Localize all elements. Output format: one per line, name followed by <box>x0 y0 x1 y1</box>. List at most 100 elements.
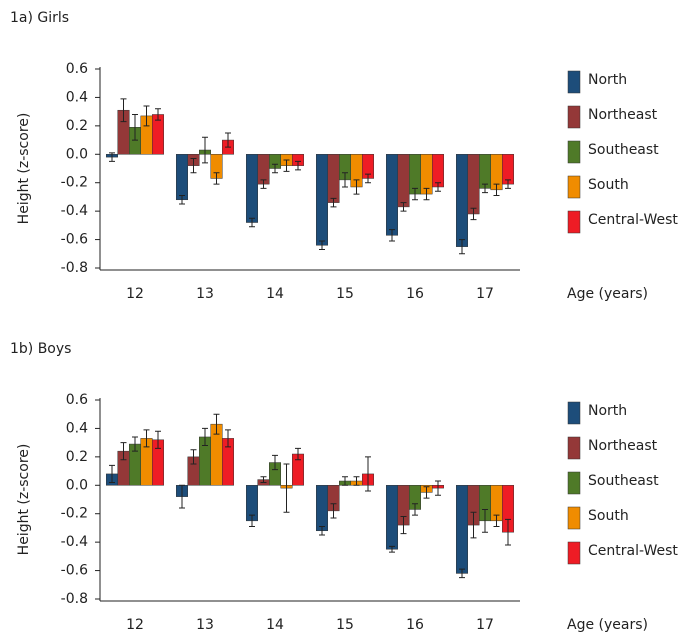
error-bar <box>109 464 115 483</box>
bar <box>479 154 491 189</box>
error-bar <box>459 568 465 579</box>
bar <box>467 154 480 215</box>
x-tick-label: 14 <box>266 617 284 633</box>
legend-swatch <box>567 175 581 199</box>
bar <box>432 154 444 188</box>
bar <box>386 154 398 236</box>
error-bar <box>225 429 231 448</box>
bar <box>327 154 340 203</box>
error-bar <box>155 430 161 449</box>
y-tick-label: -0.4 <box>61 534 88 550</box>
error-bar <box>225 132 231 148</box>
x-tick-label: 17 <box>476 286 494 302</box>
error-bar <box>272 454 278 471</box>
legend-label: North <box>588 72 627 88</box>
error-bar <box>260 476 267 483</box>
y-tick-label: 0.2 <box>66 118 88 134</box>
error-bar <box>342 172 348 188</box>
legend-label: Northeast <box>588 438 658 454</box>
legend-label: South <box>588 508 629 524</box>
error-bar <box>109 152 115 162</box>
error-bar <box>213 413 220 435</box>
error-bar <box>272 163 278 174</box>
x-tick-label: 13 <box>196 617 214 633</box>
x-axis-label: Age (years) <box>567 617 648 633</box>
error-bar <box>470 511 477 539</box>
y-tick-label: 0.0 <box>66 477 88 493</box>
error-bar <box>459 239 465 255</box>
legend-label: Central-West <box>588 543 678 559</box>
x-tick-label: 14 <box>266 286 284 302</box>
error-bar <box>155 108 161 121</box>
bar <box>456 154 468 247</box>
y-tick-label: -0.2 <box>61 175 88 191</box>
y-tick-label: 0.2 <box>66 449 88 465</box>
legend-label: Southeast <box>588 473 659 489</box>
legend-label: North <box>588 403 627 419</box>
y-tick-label: -0.4 <box>61 203 88 219</box>
x-tick-label: 12 <box>126 286 144 302</box>
error-bar <box>295 447 301 461</box>
x-tick-label: 17 <box>476 617 494 633</box>
x-tick-label: 16 <box>406 617 424 633</box>
error-bar <box>400 202 407 212</box>
bar <box>246 154 258 223</box>
error-bar <box>143 105 150 127</box>
y-axis-label: Height (z-score) <box>16 113 32 225</box>
x-tick-label: 16 <box>406 286 424 302</box>
bar <box>386 485 398 550</box>
error-bar <box>505 179 511 189</box>
legend-label: Northeast <box>588 107 658 123</box>
y-tick-label: -0.8 <box>61 260 88 276</box>
legend-swatch <box>567 506 581 530</box>
x-axis-label: Age (years) <box>567 286 648 302</box>
error-bar <box>319 526 325 536</box>
bar <box>316 485 328 532</box>
y-tick-label: 0.4 <box>66 420 88 436</box>
y-tick-label: 0.6 <box>66 392 88 408</box>
error-bar <box>190 158 197 174</box>
error-bar <box>389 545 395 553</box>
bar <box>397 154 410 208</box>
legend-label: South <box>588 177 629 193</box>
error-bar <box>202 427 208 446</box>
legend-swatch <box>567 70 581 94</box>
legend-swatch <box>567 210 581 234</box>
error-bar <box>342 476 348 486</box>
y-axis-label: Height (z-score) <box>16 444 32 556</box>
error-bar <box>482 183 488 194</box>
legend-label: Central-West <box>588 212 678 228</box>
x-tick-label: 13 <box>196 286 214 302</box>
legend-label: Southeast <box>588 142 659 158</box>
error-bar <box>120 98 127 123</box>
error-bar <box>470 207 477 221</box>
error-bar <box>353 476 360 486</box>
error-bar <box>283 463 290 513</box>
error-bar <box>505 518 511 546</box>
error-bar <box>493 183 500 197</box>
y-tick-label: 0.0 <box>66 146 88 162</box>
error-bar <box>493 514 500 528</box>
legend-swatch <box>567 541 581 565</box>
error-bar <box>365 456 371 492</box>
legend-swatch <box>567 471 581 495</box>
x-tick-label: 15 <box>336 617 354 633</box>
error-bar <box>260 179 267 189</box>
y-tick-label: -0.6 <box>61 563 88 579</box>
x-tick-label: 15 <box>336 286 354 302</box>
bar <box>176 154 188 201</box>
y-tick-label: -0.2 <box>61 506 88 522</box>
error-bar <box>423 486 430 499</box>
error-bar <box>132 113 138 141</box>
error-bar <box>132 436 138 452</box>
error-bar <box>353 179 360 195</box>
y-tick-label: -0.6 <box>61 232 88 248</box>
bar <box>316 154 328 246</box>
error-bar <box>400 516 407 535</box>
error-bar <box>120 442 127 461</box>
legend-swatch <box>567 436 581 460</box>
error-bar <box>249 217 255 228</box>
error-bar <box>389 229 395 242</box>
y-tick-label: 0.6 <box>66 61 88 77</box>
